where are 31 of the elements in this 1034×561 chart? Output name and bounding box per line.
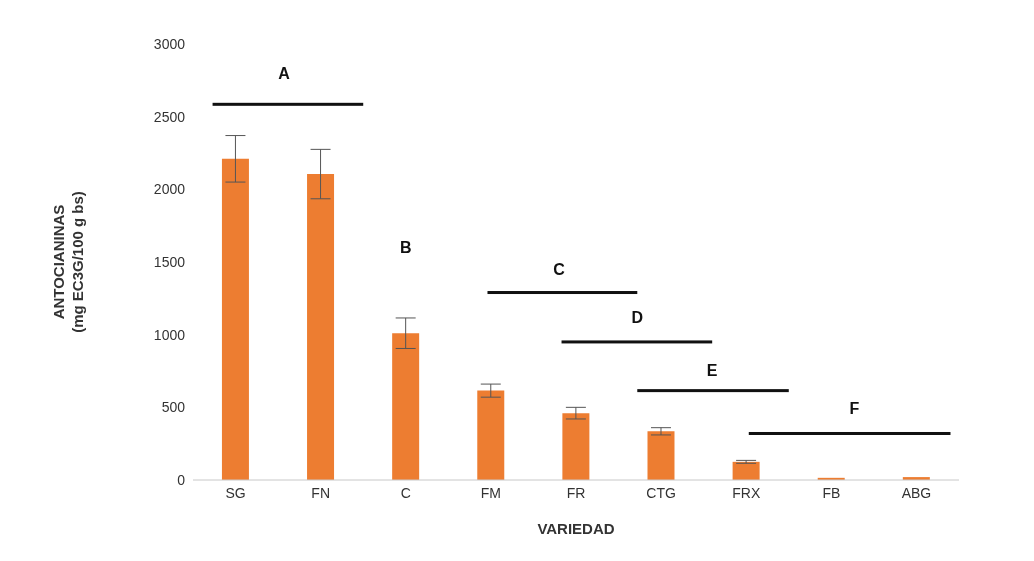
y-tick-label: 3000 [153,35,186,52]
x-tick-label: FN [311,484,330,501]
bar [307,174,335,480]
x-axis-title: VARIEDAD [537,520,615,537]
y-tick-label: 2500 [153,108,186,125]
annotation: E [706,361,718,379]
y-tick-label: 0 [177,471,186,488]
x-tick-label: ABG [901,484,932,501]
annotation: D [631,308,644,326]
y-tick-label: 500 [161,399,186,416]
x-tick-label: FR [566,484,586,501]
bar [562,413,590,480]
y-tick-label: 1000 [153,326,186,343]
x-tick-label: FB [822,484,841,501]
y-tick-label: 1500 [153,253,186,270]
annotation: F [849,400,860,418]
annotation: C [553,260,566,278]
bar [221,158,249,480]
annotation: B [400,239,412,257]
x-tick-label: CTG [646,484,676,501]
x-tick-label: SG [225,484,246,501]
x-tick-label: FRX [732,484,761,501]
y-axis-title: ANTOCIANINAS (mg EC3G/100 g bs) [50,191,86,333]
bar [647,431,675,480]
x-tick-label: C [400,484,411,501]
annotation: A [278,64,291,82]
y-tick-label: 2000 [153,181,186,198]
bar [732,461,760,480]
bar [392,333,420,480]
x-tick-label: FM [480,484,501,501]
bar [477,390,505,480]
